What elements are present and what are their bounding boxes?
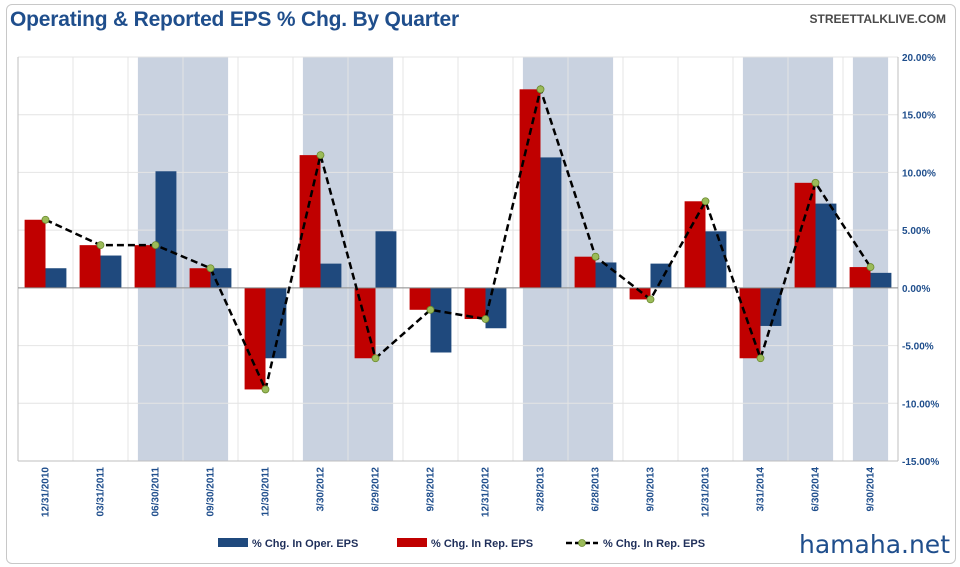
bar-oper-eps bbox=[815, 203, 837, 288]
legend-label-line: % Chg. In Rep. EPS bbox=[603, 538, 705, 550]
line-marker bbox=[96, 241, 105, 250]
bar-rep-eps bbox=[189, 268, 211, 288]
bar-oper-eps bbox=[760, 287, 782, 326]
gridlines bbox=[17, 56, 899, 462]
y-tick-label: -15.00% bbox=[902, 457, 939, 468]
bar-rep-eps bbox=[849, 267, 871, 288]
y-tick-label: -10.00% bbox=[902, 399, 939, 410]
x-tick-label: 9/30/2014 bbox=[866, 467, 877, 512]
line-marker bbox=[701, 197, 710, 206]
y-tick-label: -5.00% bbox=[902, 342, 934, 353]
x-tick-label: 3/28/2013 bbox=[536, 467, 547, 512]
x-tick-label: 6/30/2014 bbox=[811, 467, 822, 512]
legend-swatch-oper bbox=[218, 538, 248, 547]
bar-oper-eps bbox=[485, 287, 507, 329]
x-tick-label: 6/28/2013 bbox=[591, 467, 602, 512]
legend-label-rep: % Chg. In Rep. EPS bbox=[431, 538, 533, 550]
line-marker bbox=[756, 354, 765, 363]
bar-rep-eps bbox=[134, 245, 156, 288]
line-marker bbox=[41, 215, 50, 224]
line-marker bbox=[481, 315, 490, 323]
line-marker bbox=[426, 305, 435, 314]
watermark-text: hamaha.net bbox=[799, 530, 950, 559]
bar-oper-eps bbox=[320, 263, 342, 288]
line-marker bbox=[151, 241, 160, 250]
x-tick-label: 12/31/2010 bbox=[41, 467, 52, 517]
bar-rep-eps bbox=[739, 287, 761, 359]
bar-rep-eps bbox=[244, 287, 266, 390]
line-marker bbox=[206, 264, 215, 273]
bar-oper-eps bbox=[430, 287, 452, 353]
x-tick-label: 3/30/2012 bbox=[316, 467, 327, 512]
bar-oper-eps bbox=[705, 231, 727, 288]
bar-rep-eps bbox=[519, 89, 541, 288]
bar-rep-eps bbox=[24, 219, 46, 288]
recession-band bbox=[852, 57, 889, 461]
bar-oper-eps bbox=[155, 171, 177, 288]
legend-swatch-rep bbox=[397, 538, 427, 547]
bar-oper-eps bbox=[650, 263, 672, 288]
bar-oper-eps bbox=[375, 231, 397, 288]
y-tick-label: 5.00% bbox=[902, 226, 930, 237]
bar-oper-eps bbox=[265, 287, 287, 359]
x-tick-label: 09/30/2011 bbox=[206, 467, 217, 517]
line-marker bbox=[536, 85, 545, 94]
legend-label-oper: % Chg. In Oper. EPS bbox=[252, 538, 358, 550]
line-marker bbox=[316, 151, 325, 160]
line-marker bbox=[261, 385, 270, 394]
line-marker bbox=[811, 178, 820, 187]
bar-rep-eps bbox=[464, 287, 486, 320]
bar-oper-eps bbox=[100, 255, 122, 288]
bar-rep-eps bbox=[299, 155, 321, 288]
x-tick-label: 03/31/2011 bbox=[96, 467, 107, 517]
line-marker bbox=[591, 252, 600, 261]
bar-series bbox=[18, 89, 898, 390]
rep-eps-line bbox=[44, 84, 872, 394]
bar-oper-eps bbox=[870, 272, 892, 288]
y-tick-label: 20.00% bbox=[902, 53, 936, 64]
line-series bbox=[41, 84, 875, 394]
bar-oper-eps bbox=[540, 157, 562, 288]
x-tick-label: 6/29/2012 bbox=[371, 467, 382, 512]
line-marker bbox=[646, 295, 655, 304]
x-tick-label: 3/31/2014 bbox=[756, 467, 767, 512]
y-tick-label: 10.00% bbox=[902, 168, 936, 179]
y-tick-label: 15.00% bbox=[902, 111, 936, 122]
x-tick-label: 9/28/2012 bbox=[426, 467, 437, 512]
line-marker bbox=[371, 354, 380, 363]
bar-oper-eps bbox=[45, 268, 67, 288]
x-tick-label: 12/31/2012 bbox=[481, 467, 492, 517]
x-tick-label: 12/31/2013 bbox=[701, 467, 712, 517]
bar-rep-eps bbox=[79, 245, 101, 288]
chart-title: Operating & Reported EPS % Chg. By Quart… bbox=[10, 8, 460, 31]
line-marker bbox=[866, 263, 875, 271]
bar-oper-eps bbox=[210, 268, 232, 288]
legend-marker bbox=[578, 539, 586, 547]
x-axis: 12/31/2010 03/31/2011 06/30/2011 09/30/2011… bbox=[41, 467, 877, 517]
y-tick-label: 0.00% bbox=[902, 284, 930, 295]
x-tick-label: 12/30/2011 bbox=[261, 467, 272, 517]
bar-rep-eps bbox=[794, 182, 816, 288]
x-tick-label: 06/30/2011 bbox=[151, 467, 162, 517]
bar-rep-eps bbox=[684, 201, 706, 288]
bar-rep-eps bbox=[409, 287, 431, 310]
bar-rep-eps bbox=[574, 256, 596, 288]
source-label: STREETTALKLIVE.COM bbox=[809, 12, 946, 26]
bar-rep-eps bbox=[629, 287, 651, 300]
y-axis: 20.00% 15.00% 10.00% 5.00% 0.00% -5.00% -10.00… bbox=[902, 53, 939, 468]
x-tick-label: 9/30/2013 bbox=[646, 467, 657, 512]
legend: % Chg. In Oper. EPS % Chg. In Rep. EPS % C… bbox=[218, 538, 705, 550]
